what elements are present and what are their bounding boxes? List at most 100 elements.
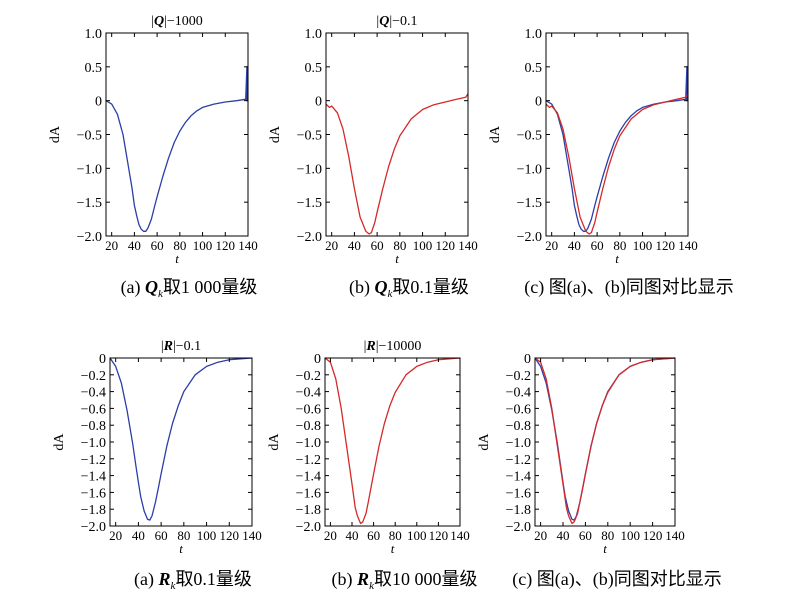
panel-title: |Q|−0.1 [376,14,417,29]
panel-title-bar: | [161,339,164,354]
panel-title-suffix: |−0.1 [389,14,417,29]
x-tick-label: 40 [348,238,361,253]
caption-prefix: (b) [349,277,375,298]
caption-rest: 取0.1量级 [175,569,252,589]
x-tick-label: 80 [613,238,626,253]
panel-caption: (a) Qk取1 000量级 [121,277,258,300]
panel-4: 20 40 60 80 100 120 140 0 −0.2 −0.4−0.6 −0.8 −1.0 −1… [52,339,262,592]
panel-title: |Q|−1000 [151,14,203,29]
y-tick-label: −1.4 [506,470,531,485]
y-tick-label: −0.8 [506,419,531,434]
y-tick-label: −0.6 [506,402,531,417]
panel-title-suffix: |−1000 [164,14,203,29]
panel-title-bar: | [151,14,154,29]
panel-2: 20 40 60 80 100 120 140 1.0 0.5 0 −0.5 −1.0 −1.5 −2.0… [268,14,478,300]
x-tick-label: 120 [656,238,676,253]
y-tick-label: 0.5 [305,61,323,76]
axes-frame [545,32,689,237]
y-axis-label: dA [52,433,67,451]
caption-subscript: k [171,580,177,592]
panel-caption: (b) Rk取10 000量级 [332,569,478,592]
y-tick-label: −1.0 [297,162,322,177]
x-tick-label: 80 [389,528,402,543]
axes-frame [325,32,469,237]
panel-title-suffix: |−10000 [376,339,422,354]
y-tick-label: 0.5 [85,61,103,76]
panel-caption: (a) Rk取0.1量级 [134,569,252,592]
x-axis-label: t [391,541,395,556]
y-tick-label: 0 [535,95,542,110]
series-line-1 [109,357,253,521]
x-tick-label: 40 [557,528,570,543]
x-tick-label: 100 [407,528,427,543]
axes-frame [534,357,676,527]
y-tick-label: −1.0 [506,436,531,451]
x-tick-label: 80 [173,238,186,253]
y-tick-label: −1.2 [296,453,321,468]
y-tick-label: −1.5 [297,196,322,211]
y-tick-label: −0.2 [296,369,321,384]
panel-title-bar: | [364,339,367,354]
x-tick-label: 60 [579,528,592,543]
x-axis-label: t [615,251,619,266]
x-tick-label: 20 [109,528,122,543]
y-tick-label: 1.0 [525,27,543,42]
y-tick-label: 1.0 [85,27,103,42]
y-axis-label: dA [268,125,283,143]
y-tick-label: −1.0 [81,436,106,451]
x-tick-label: 120 [643,528,663,543]
panel-caption: (b) Qk取0.1量级 [349,277,469,300]
y-tick-label: −0.6 [296,402,321,417]
caption-subscript: k [369,580,375,592]
x-tick-label: 40 [568,238,581,253]
y-tick-label: 0 [524,352,531,367]
caption-symbol: Q [375,277,388,297]
y-tick-label: −1.8 [296,503,321,518]
x-axis-label: t [395,251,399,266]
x-tick-label: 20 [105,238,118,253]
y-tick-label: −2.0 [296,520,321,535]
y-tick-label: −1.5 [517,196,542,211]
y-axis-label: dA [267,433,282,451]
y-tick-label: −2.0 [77,230,102,245]
caption-symbol: Q [145,277,158,297]
x-tick-label: 20 [534,528,547,543]
y-tick-label: 0.5 [525,61,543,76]
y-tick-label: 0 [95,95,102,110]
caption-rest: 取10 000量级 [374,569,478,589]
y-tick-label: −0.5 [517,129,542,144]
y-tick-label: −0.2 [81,369,106,384]
caption-subscript: k [388,288,394,300]
y-tick-label: −1.8 [506,503,531,518]
panel-title-symbol: R [365,339,375,354]
series-line-2 [534,357,676,525]
y-tick-label: −0.8 [296,419,321,434]
series-line-2 [545,93,689,235]
panel-title-symbol: R [163,339,173,354]
panel-title-bar: | [376,14,379,29]
y-tick-label: −1.6 [506,486,531,501]
y-tick-label: −0.5 [77,129,102,144]
x-tick-label: 120 [436,238,456,253]
caption-prefix: (a) [134,569,158,590]
x-tick-label: 120 [220,528,240,543]
caption-symbol: R [158,569,171,589]
y-tick-label: −0.2 [506,369,531,384]
x-tick-label: 100 [633,238,653,253]
y-tick-label: −1.8 [81,503,106,518]
panel-1: 20 40 60 80 100 120 140 1.0 0.5 0 −0.5 −1.0 −1.5 −2.0… [48,14,258,300]
x-tick-label: 60 [151,238,164,253]
caption-prefix: (a) [121,277,145,298]
caption-prefix: (c) [524,277,548,298]
y-axis-label: dA [477,433,492,451]
y-tick-label: −0.4 [81,386,106,401]
caption-prefix: (b) [332,569,358,590]
y-tick-label: −1.2 [506,453,531,468]
x-tick-label: 140 [242,528,262,543]
x-tick-label: 140 [450,528,470,543]
x-tick-label: 140 [238,238,258,253]
x-tick-label: 40 [128,238,141,253]
panel-title-suffix: |−0.1 [173,339,201,354]
caption-prefix: (c) [512,569,536,590]
x-tick-label: 20 [325,238,338,253]
